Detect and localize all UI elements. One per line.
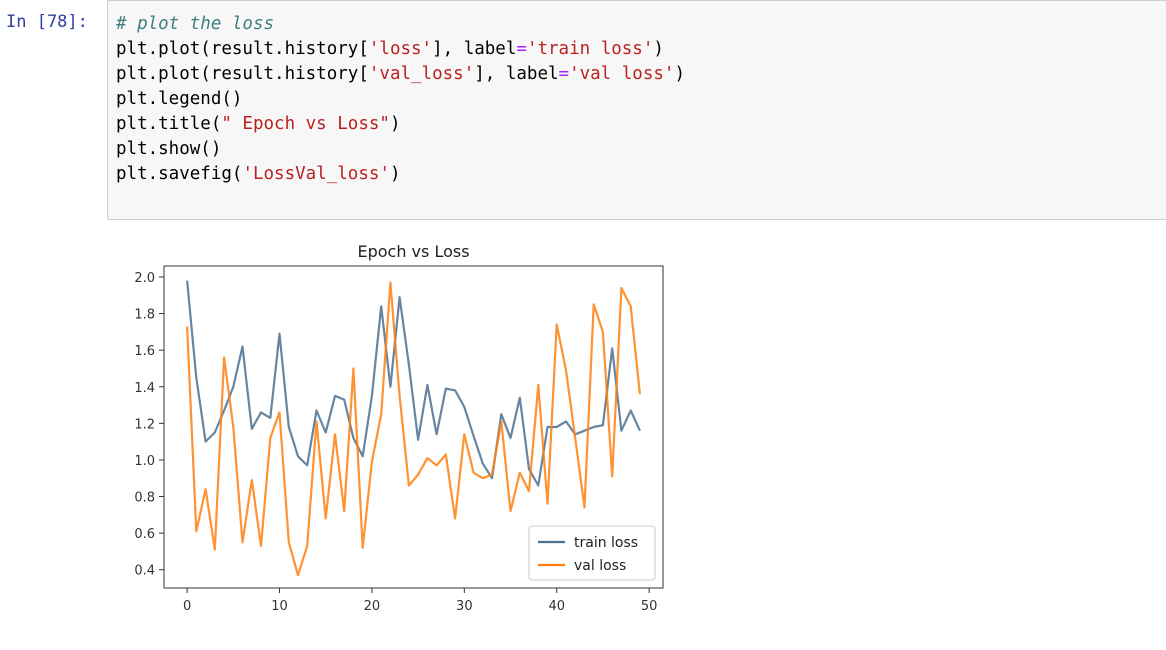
code-line: plt.legend() [116,87,685,112]
y-tick-label: 0.8 [134,491,155,506]
x-tick-label: 50 [641,599,658,614]
legend-label: val loss [574,558,626,574]
code-token: # plot the loss [116,14,275,34]
code-token: 'loss' [368,39,433,59]
code-cell-input[interactable]: # plot the loss plt.plot(result.history['… [107,0,1166,220]
y-tick-label: 1.6 [134,344,155,359]
code-line: plt.show() [116,137,685,162]
code-line: plt.title(" Epoch vs Loss") [116,112,685,137]
code-token: 'val_loss' [368,64,475,84]
x-tick-label: 30 [456,599,473,614]
y-tick-label: 0.4 [134,564,155,579]
code-token: ], label [474,64,559,84]
cell-output: Epoch vs Loss 0 10 20 30 40 50 0.4 0.6 0.8 1.0 1.2 1… [108,228,678,628]
code-token: = [516,39,527,59]
code-token: plt.plot(result.history[ [116,39,369,59]
code-token: ], label [432,39,517,59]
y-tick-label: 2.0 [134,271,155,286]
code-token: plt.plot(result.history[ [116,64,369,84]
series-line-train-loss [186,280,641,487]
legend-label: train loss [574,535,638,551]
y-tick-label: 1.8 [134,308,155,323]
legend-box [528,525,656,581]
code-token: 'train loss' [526,39,654,59]
series-line-val-loss [186,281,641,577]
code-editor[interactable]: # plot the loss plt.plot(result.history['… [116,12,685,187]
code-token: ) [389,114,401,134]
code-line: plt.plot(result.history['val_loss'], lab… [116,62,685,87]
code-line: # plot the loss [116,12,685,37]
code-token: ) [653,39,664,59]
code-token: 'LossVal_loss' [242,164,390,184]
y-tick-label: 1.0 [134,454,155,469]
code-token: plt.title( [116,114,222,134]
code-line: plt.savefig('LossVal_loss') [116,162,685,187]
code-token: ) [389,164,401,184]
code-line: plt.plot(result.history['loss'], label='… [116,37,685,62]
code-token: plt.savefig( [116,164,243,184]
y-tick-label: 1.4 [134,381,155,396]
x-tick-label: 0 [183,599,191,614]
chart-title: Epoch vs Loss [357,242,469,261]
x-tick-label: 40 [548,599,565,614]
y-tick-label: 1.2 [134,417,155,432]
code-token: ) [674,64,685,84]
code-token: = [558,64,570,84]
code-token: " Epoch vs Loss" [221,114,390,134]
code-token: 'val loss' [569,64,675,84]
code-token: plt.legend() [116,89,243,109]
cell-prompt: In [78]: [6,12,88,32]
x-tick-label: 20 [364,599,381,614]
plot-frame [163,265,664,589]
y-tick-label: 0.6 [134,527,155,542]
loss-chart: Epoch vs Loss 0 10 20 30 40 50 0.4 0.6 0.8 1.0 1.2 1… [134,242,664,614]
code-token: plt.show() [116,139,222,159]
x-tick-label: 10 [271,599,288,614]
